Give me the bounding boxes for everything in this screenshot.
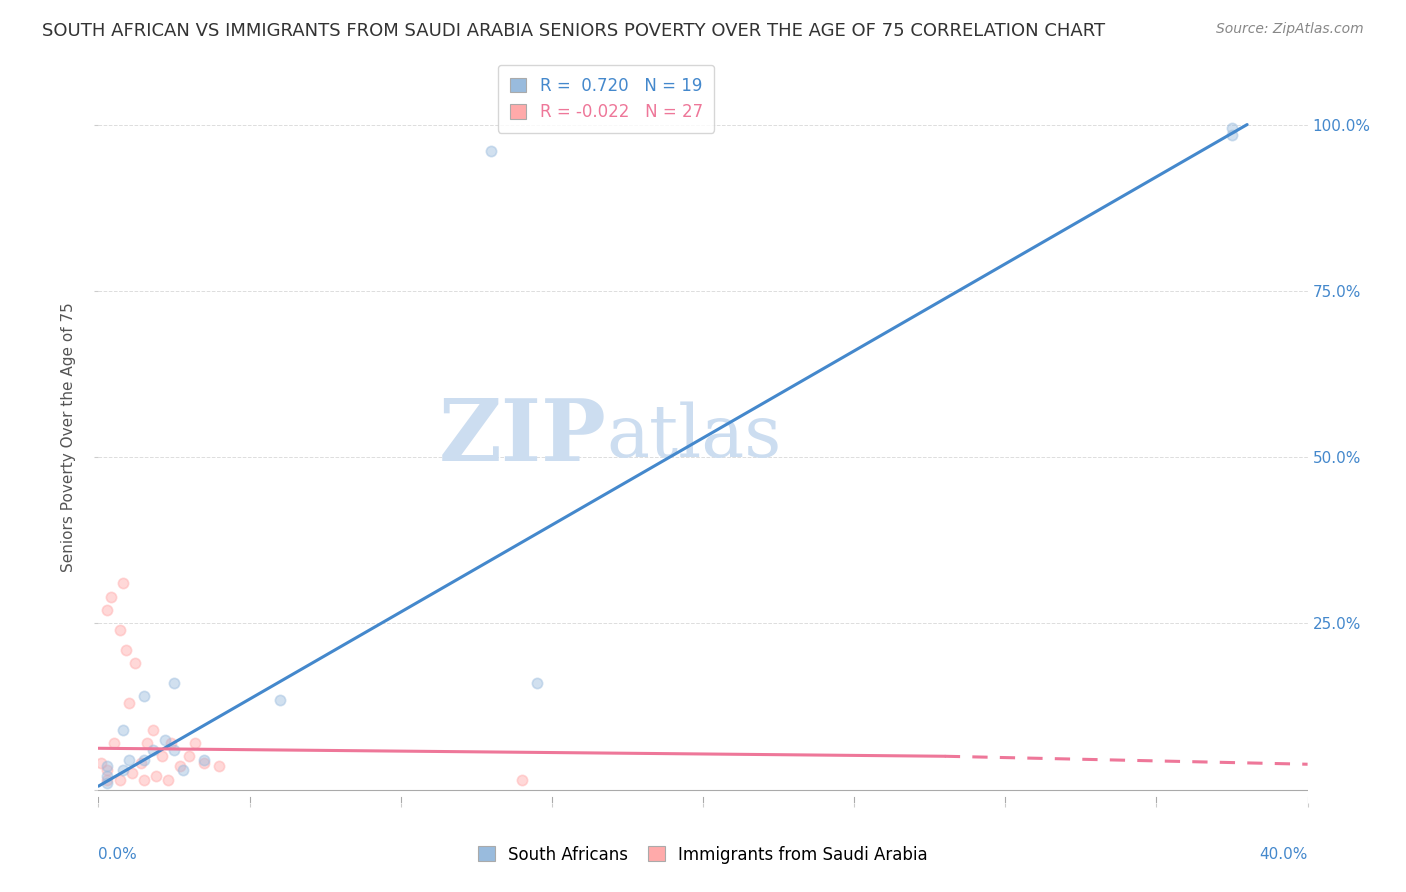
Point [193, 753, 215, 767]
Text: 0.0%: 0.0% [98, 847, 138, 862]
Point [193, 756, 215, 770]
Point [132, 772, 155, 787]
Point [1220, 128, 1243, 142]
Point [100, 590, 122, 604]
Text: SOUTH AFRICAN VS IMMIGRANTS FROM SAUDI ARABIA SENIORS POVERTY OVER THE AGE OF 75: SOUTH AFRICAN VS IMMIGRANTS FROM SAUDI A… [42, 22, 1105, 40]
Point [108, 772, 131, 787]
Y-axis label: Seniors Poverty Over the Age of 75: Seniors Poverty Over the Age of 75 [60, 302, 76, 572]
Point [96, 776, 118, 790]
Point [96, 763, 118, 777]
Point [103, 736, 125, 750]
Point [156, 772, 179, 787]
Point [163, 742, 186, 756]
Point [269, 692, 291, 706]
Point [132, 690, 155, 704]
Text: atlas: atlas [606, 401, 782, 473]
Point [132, 753, 155, 767]
Point [96, 759, 118, 773]
Text: 40.0%: 40.0% [1260, 847, 1308, 862]
Point [96, 603, 118, 617]
Point [124, 656, 146, 670]
Point [114, 643, 136, 657]
Text: ZIP: ZIP [439, 395, 606, 479]
Point [145, 769, 167, 783]
Point [172, 763, 194, 777]
Point [111, 763, 134, 777]
Point [184, 736, 207, 750]
Legend: R =  0.720   N = 19, R = -0.022   N = 27: R = 0.720 N = 19, R = -0.022 N = 27 [498, 65, 714, 133]
Point [96, 769, 118, 783]
Point [150, 749, 173, 764]
Point [1220, 120, 1243, 135]
Point [129, 756, 152, 770]
Point [179, 749, 201, 764]
Point [135, 736, 157, 750]
Point [153, 732, 176, 747]
Point [111, 723, 134, 737]
Point [121, 765, 143, 780]
Point [160, 736, 183, 750]
Point [118, 696, 141, 710]
Point [526, 676, 548, 690]
Point [108, 623, 131, 637]
Point [169, 759, 191, 773]
Point [208, 759, 231, 773]
Point [142, 723, 165, 737]
Point [118, 753, 141, 767]
Point [96, 772, 118, 787]
Point [510, 772, 533, 787]
Point [142, 742, 165, 756]
Legend: South Africans, Immigrants from Saudi Arabia: South Africans, Immigrants from Saudi Ar… [471, 839, 935, 871]
Text: Source: ZipAtlas.com: Source: ZipAtlas.com [1216, 22, 1364, 37]
Point [111, 576, 134, 591]
Point [481, 144, 503, 158]
Point [163, 676, 186, 690]
Point [90, 756, 112, 770]
